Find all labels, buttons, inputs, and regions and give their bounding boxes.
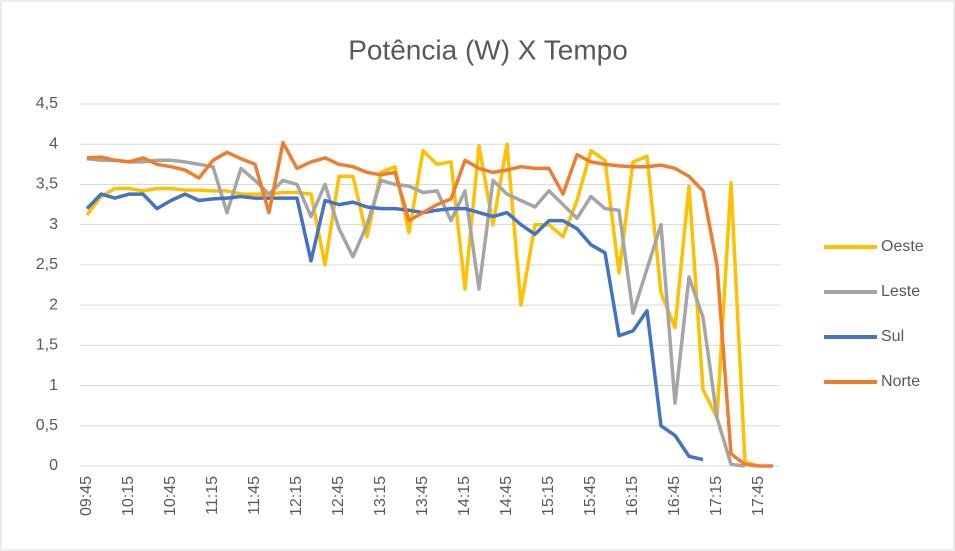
series-line — [86, 156, 746, 468]
y-tick-label: 2,5 — [36, 256, 58, 273]
x-tick-label: 16:45 — [666, 476, 683, 516]
x-tick-label: 14:15 — [456, 476, 473, 516]
legend-label: Norte — [881, 373, 920, 390]
x-tick-label: 10:45 — [162, 476, 179, 516]
x-tick-label: 11:45 — [246, 476, 263, 515]
y-tick-label: 4 — [49, 135, 58, 152]
chart-title: Potência (W) X Tempo — [348, 34, 628, 65]
x-tick-label: 15:15 — [540, 476, 557, 516]
x-tick-label: 17:15 — [708, 476, 725, 516]
series-line — [85, 192, 704, 462]
y-tick-label: 4,5 — [36, 95, 58, 112]
x-tick-label: 16:15 — [624, 476, 641, 516]
x-tick-label: 11:15 — [204, 476, 221, 515]
y-tick-label: 0 — [49, 457, 58, 474]
x-tick-label: 12:15 — [288, 476, 305, 516]
y-tick-label: 1,5 — [36, 337, 58, 354]
y-tick-label: 3,5 — [36, 176, 58, 193]
y-tick-label: 0,5 — [36, 417, 58, 434]
series-line — [85, 142, 760, 468]
legend-label: Oeste — [881, 238, 924, 255]
y-tick-label: 2 — [49, 296, 58, 313]
x-tick-label: 12:45 — [330, 476, 347, 516]
x-tick-label: 15:45 — [582, 476, 599, 516]
x-tick-label: 10:15 — [120, 476, 137, 516]
x-tick-label: 14:45 — [498, 476, 515, 516]
x-tick-label: 09:45 — [78, 476, 95, 516]
x-tick-label: 13:45 — [414, 476, 431, 516]
legend-label: Leste — [881, 283, 920, 300]
legend-label: Sul — [881, 328, 904, 345]
y-tick-label: 1 — [49, 377, 58, 394]
y-tick-label: 3 — [49, 216, 58, 233]
series-line — [86, 140, 773, 468]
x-tick-label: 13:15 — [372, 476, 389, 516]
x-tick-label: 17:45 — [750, 476, 767, 516]
